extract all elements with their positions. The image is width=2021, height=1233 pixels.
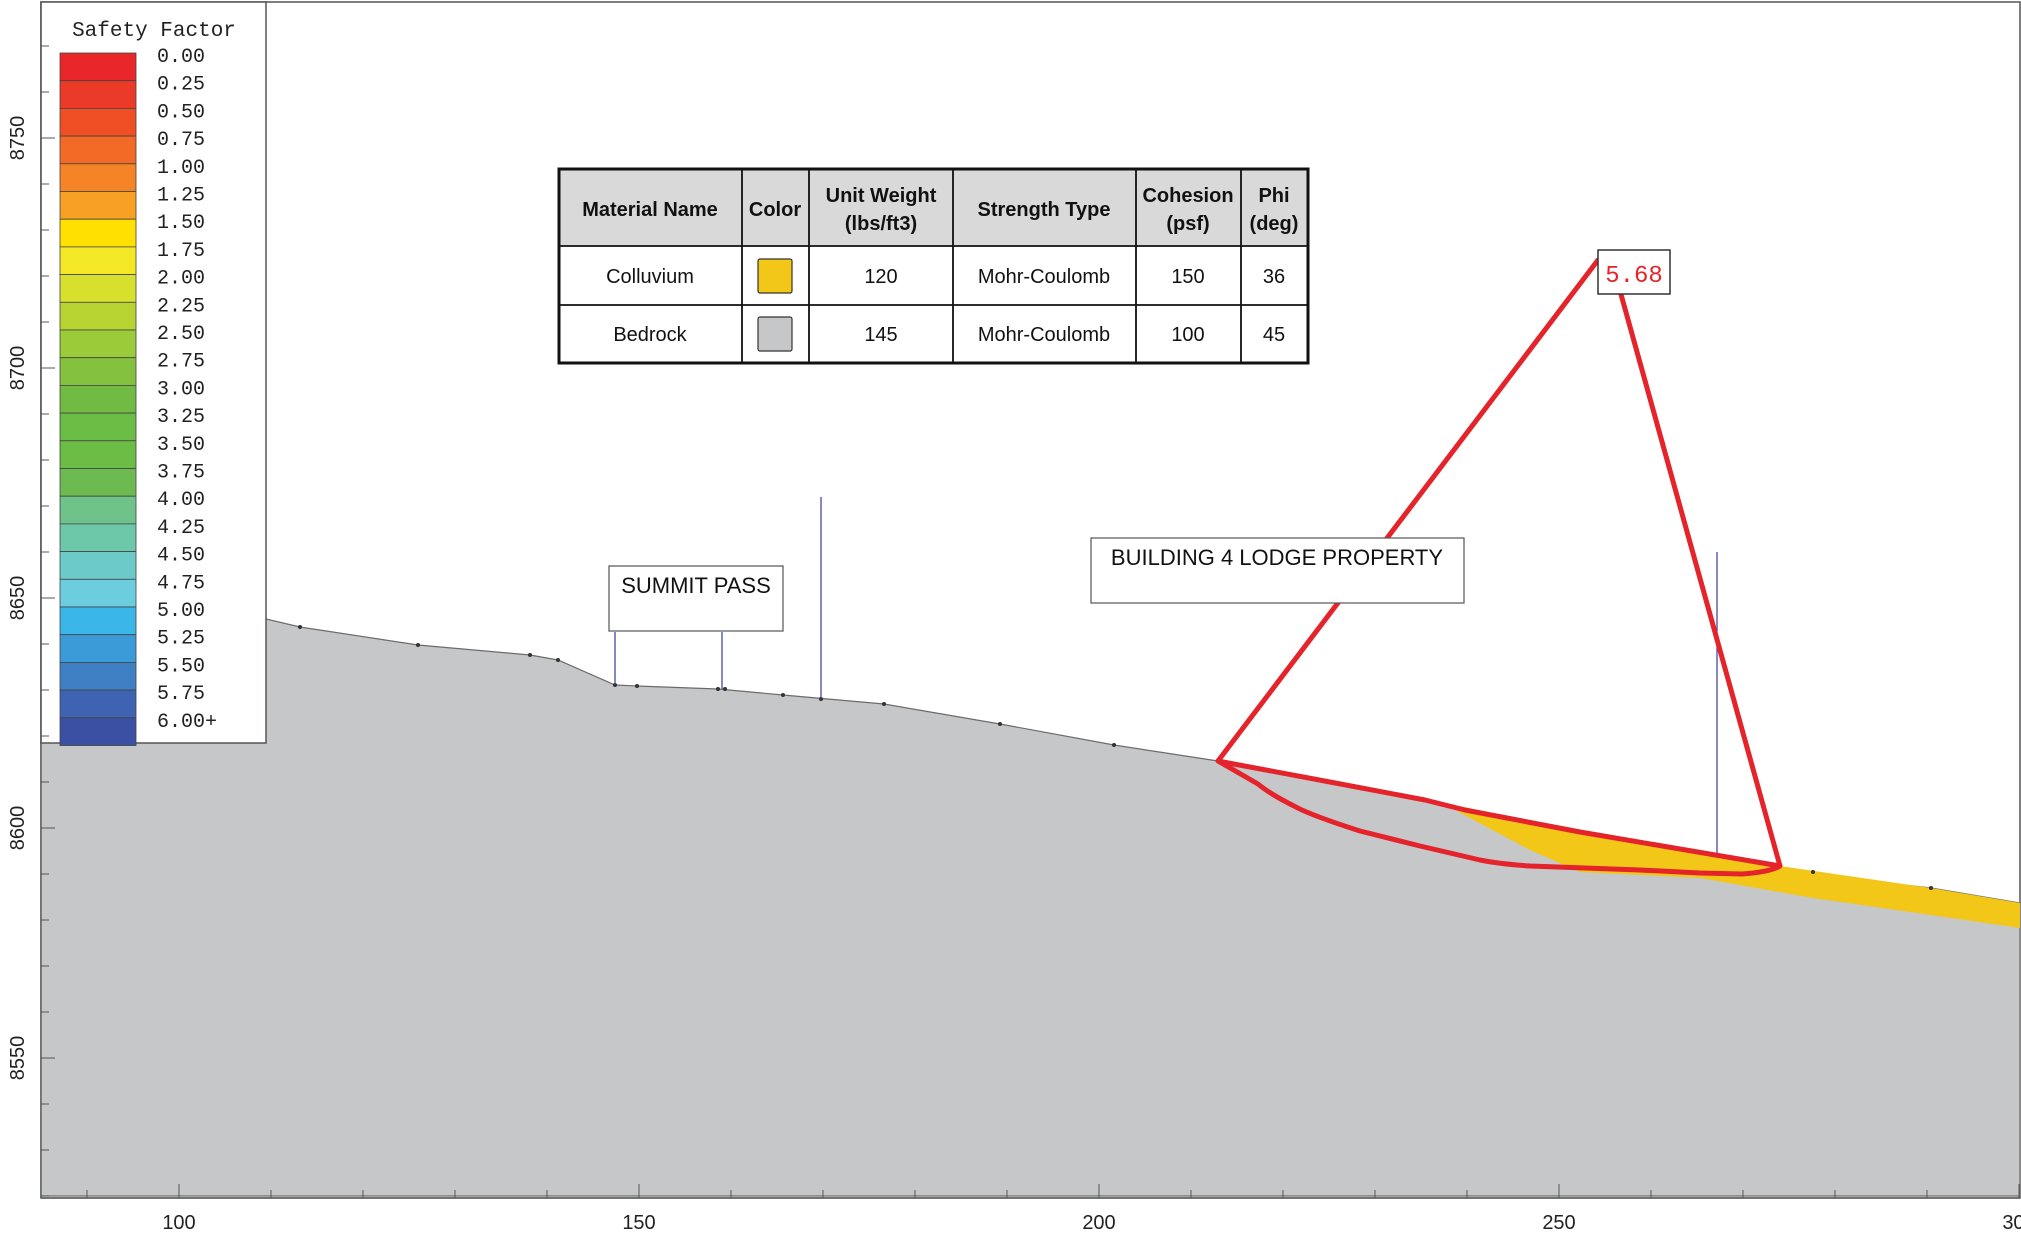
- y-tick-label: 8700: [7, 346, 29, 391]
- legend-swatch: [59, 163, 137, 192]
- table-header-unit-weight-unit: (lbs/ft3): [845, 213, 917, 235]
- bedrock-region: [40, 617, 2021, 1197]
- legend-label: 4.50: [157, 545, 205, 568]
- x-tick-label: 250: [1542, 1212, 1575, 1233]
- table-cell-strength-type: Mohr-Coulomb: [978, 266, 1110, 288]
- table-cell-unit-weight: 145: [864, 324, 897, 346]
- building-4-text: BUILDING 4 LODGE PROPERTY: [1111, 545, 1443, 570]
- y-axis: 8750 8700 8650 8600 8550: [7, 2, 55, 1198]
- legend-swatch: [59, 468, 137, 497]
- color-swatch-colluvium: [757, 258, 793, 294]
- legend-label: 3.75: [157, 462, 205, 485]
- legend-label: 0.25: [157, 74, 205, 97]
- legend-label: 0.50: [157, 101, 205, 124]
- table-cell-strength-type: Mohr-Coulomb: [978, 324, 1110, 346]
- x-tick-label: 100: [162, 1212, 195, 1233]
- safety-factor-value: 5.68: [1605, 263, 1663, 290]
- legend-label: 0.00: [157, 46, 205, 69]
- legend-swatch: [59, 329, 137, 359]
- legend-swatch: [59, 412, 137, 442]
- legend-label: 5.50: [157, 655, 205, 678]
- table-header-cohesion-unit: (psf): [1166, 213, 1209, 235]
- safety-factor-legend: Safety Factor 0.00 0.25 0.50 0.75 1.00 1.25 1.…: [40, 1, 267, 746]
- table-header-cohesion: Cohesion: [1142, 185, 1233, 207]
- legend-swatch: [59, 108, 137, 137]
- table-header-phi: Phi: [1258, 185, 1289, 207]
- x-tick-label: 300: [2002, 1212, 2021, 1233]
- x-tick-label: 150: [622, 1212, 655, 1233]
- y-tick-label: 8600: [7, 806, 29, 851]
- table-cell-cohesion: 100: [1171, 324, 1204, 346]
- legend-swatch: [59, 274, 137, 303]
- legend-swatch: [59, 578, 137, 608]
- legend-label: 2.00: [157, 268, 205, 291]
- table-header-strength-type: Strength Type: [978, 199, 1111, 221]
- table-header-material-name: Material Name: [582, 199, 718, 221]
- legend-label: 0.75: [157, 129, 205, 152]
- table-cell-name: Bedrock: [613, 324, 687, 346]
- legend-swatch: [59, 440, 137, 469]
- legend-label: 2.25: [157, 295, 205, 318]
- legend-label: 1.25: [157, 185, 205, 208]
- legend-swatch: [59, 191, 137, 220]
- y-tick-label: 8650: [7, 576, 29, 621]
- legend-label: 4.00: [157, 489, 205, 512]
- legend-label: 1.75: [157, 240, 205, 263]
- legend-swatch: [59, 662, 137, 691]
- legend-label: 5.75: [157, 683, 205, 706]
- legend-swatch: [59, 357, 137, 386]
- legend-swatch: [59, 52, 137, 82]
- legend-title: Safety Factor: [72, 20, 236, 43]
- table-cell-phi: 45: [1263, 324, 1285, 346]
- building-4-label: BUILDING 4 LODGE PROPERTY: [1090, 537, 1465, 604]
- legend-swatch: [59, 634, 137, 663]
- legend-label: 5.25: [157, 628, 205, 651]
- legend-label: 2.50: [157, 323, 205, 346]
- marker-lines: [614, 497, 1718, 853]
- legend-label: 5.00: [157, 600, 205, 623]
- legend-swatch: [59, 717, 137, 746]
- summit-pass-label: SUMMIT PASS: [608, 565, 784, 632]
- legend-label: 1.00: [157, 157, 205, 180]
- materials-table: Material Name Color Unit Weight (lbs/ft3…: [557, 167, 1310, 365]
- legend-label: 6.00+: [157, 711, 217, 734]
- legend-label: 3.25: [157, 406, 205, 429]
- legend-swatch: [59, 218, 137, 248]
- table-cell-phi: 36: [1263, 266, 1285, 288]
- table-cell-name: Colluvium: [606, 266, 694, 288]
- critical-slip-surface: [1215, 758, 1783, 877]
- legend-swatch: [59, 495, 137, 525]
- x-tick-label: 200: [1082, 1212, 1115, 1233]
- legend-swatch: [59, 689, 137, 719]
- legend-swatch: [59, 384, 137, 414]
- table-header-color: Color: [749, 199, 801, 221]
- legend-label: 3.50: [157, 434, 205, 457]
- legend-swatch: [59, 606, 137, 636]
- legend-swatch: [59, 523, 137, 553]
- table-cell-cohesion: 150: [1171, 266, 1204, 288]
- legend-label: 4.25: [157, 517, 205, 540]
- table-cell-unit-weight: 120: [864, 266, 897, 288]
- legend-label: 4.75: [157, 572, 205, 595]
- safety-factor-callout: 5.68: [1597, 249, 1671, 295]
- legend-label: 1.50: [157, 212, 205, 235]
- y-tick-label: 8750: [7, 116, 29, 161]
- y-tick-label: 8550: [7, 1036, 29, 1081]
- legend-swatch: [59, 301, 137, 331]
- color-swatch-bedrock: [757, 316, 793, 352]
- x-axis: 100150200250300350400450: [41, 1184, 2021, 1233]
- summit-pass-text: SUMMIT PASS: [621, 573, 771, 598]
- legend-swatch: [59, 80, 137, 109]
- table-header-phi-unit: (deg): [1250, 213, 1299, 235]
- legend-label: 3.00: [157, 378, 205, 401]
- legend-swatch: [59, 135, 137, 165]
- legend-label: 2.75: [157, 351, 205, 374]
- legend-swatch: [59, 551, 137, 580]
- legend-swatch: [59, 246, 137, 275]
- table-header-unit-weight: Unit Weight: [826, 185, 937, 207]
